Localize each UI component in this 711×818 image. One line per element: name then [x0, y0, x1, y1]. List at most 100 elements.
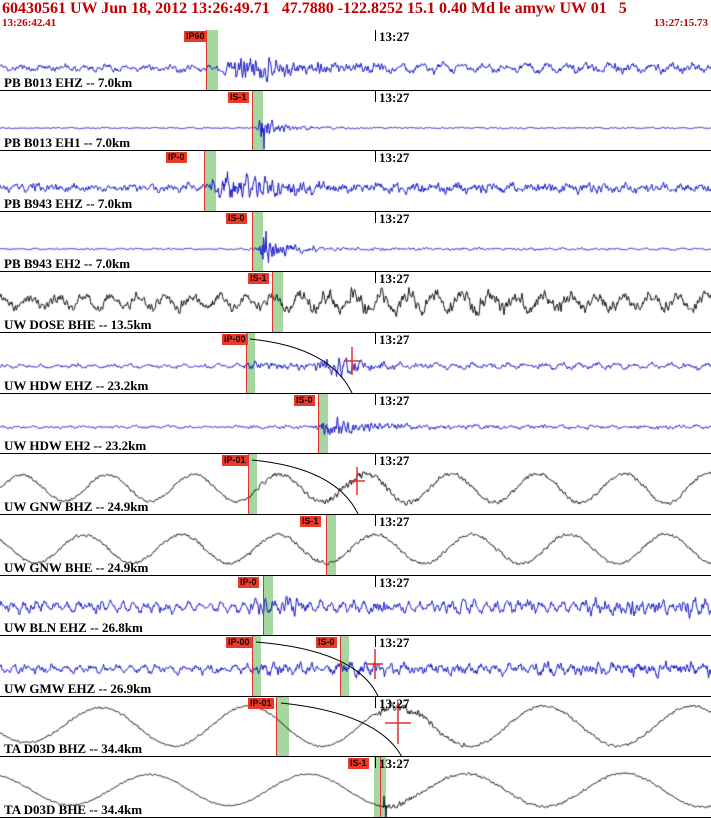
phase-pick-flag[interactable]: IS-1: [228, 92, 249, 103]
trace-section: 13:27 IP-0 PB B943 EHZ -- 7.0km: [0, 151, 711, 212]
pick-time-line[interactable]: [340, 636, 341, 696]
minute-tick: [375, 576, 376, 587]
trace-overlay: [249, 338, 360, 393]
waveform-canvas[interactable]: [0, 697, 711, 756]
trace-label: UW GNW BHE -- 24.9km: [4, 560, 149, 575]
pick-time-line[interactable]: [326, 515, 327, 575]
waveform-canvas[interactable]: [0, 394, 711, 453]
phase-pick-flag[interactable]: IS-1: [248, 273, 269, 284]
minute-tick-label: 13:27: [379, 333, 410, 347]
trace-section: 13:27 IP-00 IS-0 UW GMW EHZ -- 26.9km: [0, 636, 711, 697]
pick-time-line[interactable]: [252, 212, 253, 271]
phase-pick-flag[interactable]: IS-1: [348, 758, 369, 769]
pick-time-line[interactable]: [206, 30, 207, 90]
trace-section: 13:27 IP-0 UW BLN EHZ -- 26.8km: [0, 576, 711, 636]
trace-section: 13:27 IS-1 UW DOSE BHE -- 13.5km: [0, 272, 711, 333]
traveltime-curve: [251, 459, 359, 514]
trace-section: 13:27 IP-00 UW HDW EHZ -- 23.2km: [0, 333, 711, 394]
phase-pick-flag[interactable]: IP-01: [222, 455, 248, 466]
waveform-canvas[interactable]: [0, 212, 711, 271]
trace-label: TA D03D BHE -- 34.4km: [4, 802, 143, 817]
minute-tick: [375, 515, 376, 526]
pick-time-line[interactable]: [272, 272, 273, 332]
minute-tick-label: 13:27: [379, 151, 410, 165]
waveform-canvas[interactable]: [0, 91, 711, 150]
trace-section: 13:27 IS-1 UW GNW BHE -- 24.9km: [0, 515, 711, 576]
trace-overlay: [255, 641, 383, 696]
trace-label: PB B943 EHZ -- 7.0km: [4, 196, 133, 211]
minute-tick-label: 13:27: [379, 91, 410, 105]
traveltime-curve: [280, 702, 402, 756]
trace-section: 13:27 IS-0 UW HDW EH2 -- 23.2km: [0, 394, 711, 454]
traveltime-curve: [255, 641, 379, 696]
waveform-canvas[interactable]: [0, 576, 711, 635]
trace-section: 13:27 IS-1 PB B013 EH1 -- 7.0km: [0, 91, 711, 151]
minute-tick-label: 13:27: [379, 394, 410, 408]
predicted-arrival-marker: [349, 467, 365, 495]
waveform-canvas[interactable]: [0, 151, 711, 211]
trace-label: PB B013 EHZ -- 7.0km: [4, 75, 133, 90]
minute-tick: [375, 151, 376, 162]
trace-label: PB B013 EH1 -- 7.0km: [4, 135, 131, 150]
time-range-bar: 13:26:42.41 13:27:15.73: [0, 17, 711, 30]
trace-label: UW GNW BHZ -- 24.9km: [4, 499, 149, 514]
trace-label: UW HDW EH2 -- 23.2km: [4, 438, 147, 453]
waveform-canvas[interactable]: [0, 272, 711, 332]
phase-pick-flag[interactable]: IS-1: [300, 516, 321, 527]
minute-tick: [375, 212, 376, 223]
waveform-canvas[interactable]: [0, 30, 711, 90]
pick-time-line[interactable]: [318, 394, 319, 453]
phase-pick-flag[interactable]: IP-01: [248, 698, 274, 709]
minute-tick: [375, 454, 376, 465]
trace-section: 13:27 IP-01 TA D03D BHZ -- 34.4km: [0, 697, 711, 757]
trace-section: 13:27 IS-0 PB B943 EH2 -- 7.0km: [0, 212, 711, 272]
waveform-canvas[interactable]: [0, 636, 711, 696]
minute-tick: [375, 30, 376, 41]
trace-overlay: [251, 459, 365, 514]
minute-tick: [375, 636, 376, 647]
minute-tick-label: 13:27: [379, 636, 410, 650]
phase-pick-flag[interactable]: IS-0: [226, 213, 247, 224]
minute-tick-label: 13:27: [379, 697, 410, 711]
waveform-canvas[interactable]: [0, 454, 711, 514]
pick-time-line[interactable]: [246, 333, 247, 393]
waveform-canvas[interactable]: [0, 515, 711, 575]
trace-label: UW DOSE BHE -- 13.5km: [4, 317, 152, 332]
window-start-time: 13:26:42.41: [2, 17, 57, 29]
minute-tick: [375, 394, 376, 405]
pick-time-line[interactable]: [204, 151, 205, 211]
pick-time-line[interactable]: [263, 576, 264, 635]
phase-pick-flag[interactable]: IS-0: [294, 395, 315, 406]
phase-pick-flag[interactable]: IS-0: [316, 637, 337, 648]
minute-tick: [375, 272, 376, 283]
trace-section: 13:27 IP60 PB B013 EHZ -- 7.0km: [0, 30, 711, 91]
predicted-arrival-marker: [385, 702, 411, 744]
phase-pick-flag[interactable]: IP60: [184, 31, 207, 42]
pick-time-line[interactable]: [380, 757, 381, 817]
trace-label: UW GMW EHZ -- 26.9km: [4, 681, 152, 696]
minute-tick-label: 13:27: [379, 212, 410, 226]
minute-tick: [375, 91, 376, 102]
minute-tick-label: 13:27: [379, 576, 410, 590]
trace-overlay: [280, 702, 411, 756]
phase-pick-flag[interactable]: IP-0: [238, 577, 259, 588]
minute-tick-label: 13:27: [379, 757, 410, 771]
traveltime-curve: [249, 338, 353, 393]
pick-time-line[interactable]: [248, 454, 249, 514]
pick-time-line[interactable]: [252, 91, 253, 150]
pick-time-line[interactable]: [252, 636, 253, 696]
phase-pick-flag[interactable]: IP-00: [226, 637, 252, 648]
waveform-canvas[interactable]: [0, 333, 711, 393]
minute-tick: [375, 333, 376, 344]
minute-tick-label: 13:27: [379, 454, 410, 468]
phase-pick-flag[interactable]: IP-00: [222, 334, 248, 345]
pick-time-line[interactable]: [276, 697, 277, 756]
predicted-arrival-marker: [367, 649, 383, 679]
trace-section: 13:27 IS-1 TA D03D BHE -- 34.4km: [0, 757, 711, 818]
trace-label: UW BLN EHZ -- 26.8km: [4, 620, 143, 635]
phase-pick-flag[interactable]: IP-0: [166, 152, 187, 163]
trace-section: 13:27 IP-01 UW GNW BHZ -- 24.9km: [0, 454, 711, 515]
minute-tick-label: 13:27: [379, 30, 410, 44]
minute-tick: [375, 697, 376, 708]
